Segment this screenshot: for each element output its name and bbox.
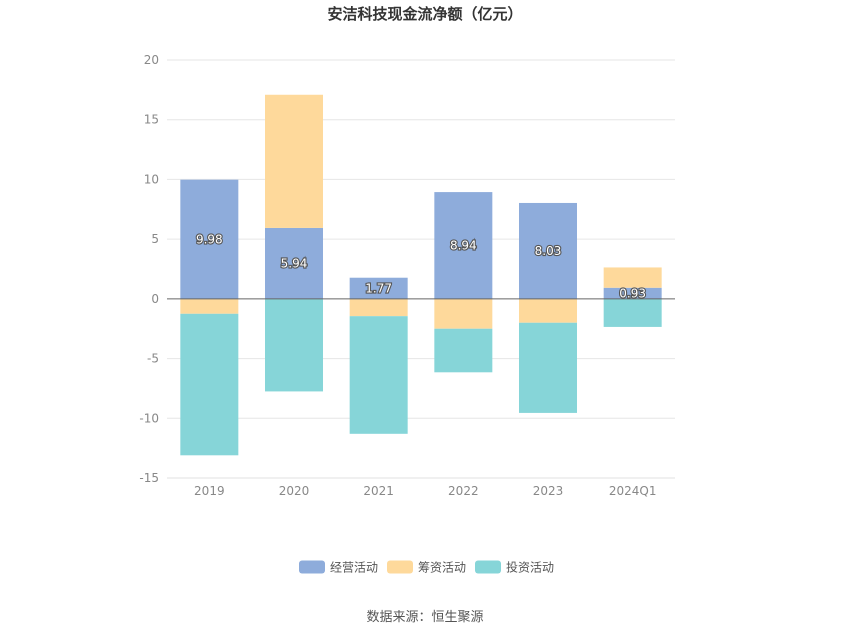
bar-2023-series-1 [519,202,577,299]
bar-2023-series-3 [519,322,577,413]
bar-2022-series-1 [434,192,493,299]
bar-2023-series-2 [519,298,577,323]
y-tick-label: -15 [139,471,159,485]
data-label-2022: 8.94 [450,238,477,252]
data-label-2020: 5.94 [281,256,308,270]
chart-title: 安洁科技现金流净额（亿元） [327,5,522,23]
x-tick-label: 2023 [533,484,564,498]
y-tick-label: 5 [151,232,159,246]
bar-2019-series-2 [180,298,239,314]
source-note: 数据来源：恒生聚源 [366,610,483,625]
x-tick-label: 2020 [279,484,310,498]
bars [180,94,662,456]
bar-2019-series-1 [180,179,239,299]
legend-label: 筹资活动 [418,561,466,575]
x-tick-label: 2022 [448,484,479,498]
y-tick-label: 10 [144,172,159,186]
data-label-2024Q1: 0.93 [619,286,646,300]
bar-2020-series-3 [265,298,323,392]
y-tick-label: 0 [151,292,159,306]
x-axis-ticks: 2019 2020 2021 2022 2023 2024Q1 [194,484,656,498]
legend-label: 投资活动 [506,560,554,575]
bar-2021-series-2 [349,298,408,317]
bar-2024Q1-series-3 [603,298,662,327]
bar-2020-series-2 [265,94,323,228]
y-tick-label: -5 [147,352,159,366]
legend-swatch [475,560,501,574]
bar-2022-series-2 [434,298,493,329]
legend-item-1[interactable]: 经营活动 [299,560,378,575]
legend: 经营活动 筹资活动 投资活动 [299,560,554,575]
x-tick-label: 2021 [363,484,394,498]
legend-item-2[interactable]: 筹资活动 [387,560,466,575]
bar-2021-series-1 [349,277,408,299]
legend-item-3[interactable]: 投资活动 [475,560,554,575]
zero-line [167,298,675,479]
bar-2019-series-3 [180,313,239,456]
grid-lines [167,59,675,479]
y-tick-label: 15 [144,113,159,127]
legend-swatch [299,560,325,574]
data-label-2021: 1.77 [365,281,392,295]
data-labels: 9.98 5.94 1.77 8.94 8.03 0.93 [195,231,647,301]
y-tick-label: -10 [139,411,159,425]
y-tick-label: 20 [144,53,159,67]
x-tick-label: 2019 [194,484,225,498]
bar-2024Q1-series-2 [603,267,662,288]
data-label-2019: 9.98 [196,232,223,246]
x-tick-label: 2024Q1 [609,484,657,498]
y-axis-ticks: 20 15 10 5 0 -5 -10 -15 [139,53,159,485]
bar-2024Q1-series-1 [603,287,662,299]
bar-2021-series-3 [349,316,408,434]
bar-2020-series-1 [265,227,323,299]
data-label-2023: 8.03 [535,244,562,258]
legend-label: 经营活动 [330,561,378,575]
legend-swatch [387,560,413,574]
bar-2022-series-3 [434,328,493,373]
